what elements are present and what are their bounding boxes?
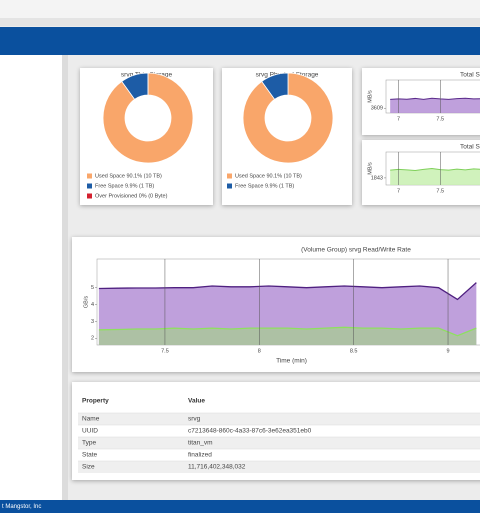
table-cell: titan_vm — [188, 440, 213, 447]
x-tick-label: 9 — [446, 348, 449, 354]
table-cell: Size — [82, 464, 95, 471]
table-cell: State — [82, 452, 98, 459]
donut-slice — [242, 72, 334, 164]
table-header: Value — [188, 398, 205, 405]
legend-label: Used Space 90.1% (10 TB) — [235, 173, 302, 179]
chart-title: (Volume Group) srvg Read/Write Rate — [301, 247, 411, 254]
series-line — [390, 167, 480, 171]
legend-label: Free Space 9.9% (1 TB) — [235, 183, 294, 189]
chart-title: Total S — [460, 72, 480, 79]
x-tick-label: 7 — [397, 116, 400, 122]
y-tick-label: 2 — [91, 336, 94, 342]
series-area — [390, 98, 480, 113]
series-area — [390, 168, 480, 185]
table-cell: Name — [82, 416, 100, 423]
legend-label: Free Space 9.9% (1 TB) — [95, 183, 154, 189]
y-tick-label: 5 — [91, 285, 94, 291]
x-tick-label: 7 — [397, 188, 400, 194]
table-row — [78, 437, 480, 449]
y-axis-label: MB/s — [367, 162, 373, 175]
table-cell: 11,716,402,348,032 — [188, 464, 246, 471]
y-tick-label: 4 — [91, 302, 94, 308]
table-row — [78, 461, 480, 473]
y-tick-label: 3 — [91, 319, 94, 325]
table-row — [78, 425, 480, 437]
table-header: Property — [82, 398, 109, 405]
legend-swatch — [87, 193, 92, 199]
table-row — [78, 449, 480, 461]
x-axis-label: Time (min) — [276, 358, 307, 365]
x-tick-label: 7.5 — [161, 348, 169, 354]
donut-slice — [102, 72, 194, 164]
chart-title: Total S — [460, 144, 480, 151]
legend-label: Over Provisioned 0% (0 Byte) — [95, 193, 168, 199]
legend-swatch — [227, 183, 232, 189]
series-line — [98, 282, 477, 301]
table-cell: srvg — [188, 416, 201, 423]
legend-swatch — [87, 173, 92, 179]
legend-swatch — [227, 173, 232, 179]
x-tick-label: 8.5 — [350, 348, 358, 354]
y-tick-label: 3609 — [371, 106, 383, 112]
footer-bar — [0, 500, 480, 513]
donut-slice — [261, 72, 289, 100]
series-area — [98, 327, 477, 345]
header-bar — [0, 27, 480, 55]
y-axis-label: GB/s — [83, 296, 89, 308]
x-tick-label: 8 — [258, 348, 261, 354]
table-cell: UUID — [82, 428, 98, 435]
legend-label: Used Space 90.1% (10 TB) — [95, 173, 162, 179]
series-line — [98, 326, 477, 337]
sidebar — [0, 55, 62, 500]
y-axis-label: MB/s — [367, 90, 373, 103]
table-cell: Type — [82, 440, 96, 447]
footer-text: t Mangstor, Inc — [2, 504, 41, 510]
x-tick-label: 7.5 — [436, 116, 444, 122]
x-tick-label: 7.5 — [436, 188, 444, 194]
sidebar-edge — [62, 55, 68, 500]
table-cell: finalized — [188, 452, 212, 459]
table-row — [78, 413, 480, 425]
table-cell: c7213648-860c-4a33-87c6-3e62ea351eb0 — [188, 428, 312, 435]
series-line — [390, 97, 480, 100]
y-tick-label: 1843 — [371, 175, 383, 181]
legend-swatch — [87, 183, 92, 189]
browser-strip — [0, 18, 480, 26]
